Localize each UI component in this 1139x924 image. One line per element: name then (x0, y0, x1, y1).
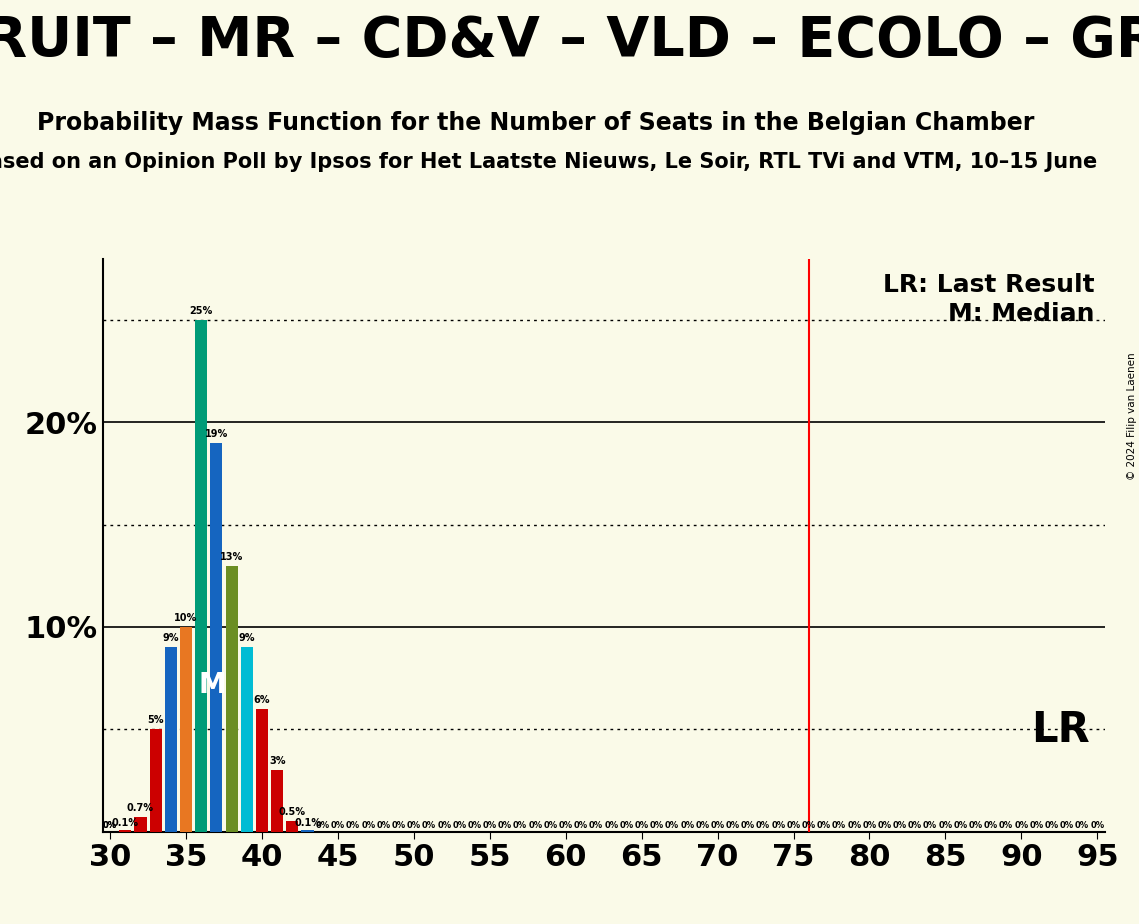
Text: 25%: 25% (189, 306, 213, 316)
Bar (195, 320, 207, 832)
Text: 0%: 0% (1059, 821, 1074, 830)
Text: 0%: 0% (634, 821, 649, 830)
Text: 0%: 0% (999, 821, 1014, 830)
Bar (211, 443, 222, 832)
Text: 9%: 9% (163, 633, 179, 643)
Text: M: Median: M: Median (949, 301, 1095, 325)
Text: 0%: 0% (877, 821, 892, 830)
Text: 3%: 3% (269, 756, 286, 766)
Text: 0%: 0% (589, 821, 604, 830)
Text: 0.1%: 0.1% (294, 818, 321, 828)
Text: LR: Last Result: LR: Last Result (883, 274, 1095, 297)
Text: 0%: 0% (1090, 821, 1105, 830)
Text: 0%: 0% (604, 821, 618, 830)
Text: 0%: 0% (953, 821, 968, 830)
Text: 0%: 0% (392, 821, 405, 830)
Text: 0%: 0% (467, 821, 482, 830)
Text: 0%: 0% (103, 821, 117, 830)
Text: 0%: 0% (316, 821, 330, 830)
Text: 0%: 0% (649, 821, 664, 830)
Text: 0%: 0% (361, 821, 376, 830)
Text: 0%: 0% (1044, 821, 1059, 830)
Bar (165, 648, 177, 832)
Bar (240, 648, 253, 832)
Text: 0%: 0% (786, 821, 801, 830)
Text: 5%: 5% (147, 715, 164, 725)
Text: 0%: 0% (1030, 821, 1043, 830)
Text: 0%: 0% (908, 821, 923, 830)
Bar (134, 817, 147, 832)
Text: 0.1%: 0.1% (112, 818, 139, 828)
Text: 0.7%: 0.7% (126, 803, 154, 813)
Text: 0%: 0% (574, 821, 588, 830)
Text: 0%: 0% (740, 821, 755, 830)
Text: 0%: 0% (893, 821, 907, 830)
Text: 0%: 0% (528, 821, 542, 830)
Bar (120, 830, 131, 832)
Text: 0%: 0% (711, 821, 724, 830)
Text: 0%: 0% (483, 821, 497, 830)
Text: 0%: 0% (620, 821, 633, 830)
Text: 13%: 13% (220, 552, 244, 562)
Text: 0%: 0% (665, 821, 679, 830)
Text: 0%: 0% (376, 821, 391, 830)
Text: 0%: 0% (862, 821, 877, 830)
Text: 0%: 0% (771, 821, 786, 830)
Bar (180, 627, 192, 832)
Text: 0%: 0% (968, 821, 983, 830)
Text: 9%: 9% (238, 633, 255, 643)
Text: 0%: 0% (330, 821, 345, 830)
Text: © 2024 Filip van Laenen: © 2024 Filip van Laenen (1126, 352, 1137, 480)
Bar (271, 771, 284, 832)
Text: 0%: 0% (817, 821, 831, 830)
Text: 6%: 6% (254, 695, 270, 705)
Text: LR: LR (1031, 710, 1090, 751)
Text: 0%: 0% (756, 821, 770, 830)
Bar (256, 709, 268, 832)
Text: 0%: 0% (103, 821, 117, 830)
Text: 0%: 0% (726, 821, 740, 830)
Text: 0%: 0% (847, 821, 861, 830)
Text: 0.5%: 0.5% (279, 808, 306, 817)
Text: 0%: 0% (543, 821, 558, 830)
Bar (226, 565, 238, 832)
Text: 0%: 0% (802, 821, 816, 830)
Bar (286, 821, 298, 832)
Bar (302, 830, 313, 832)
Text: 0%: 0% (923, 821, 937, 830)
Text: 0%: 0% (346, 821, 360, 830)
Text: 0%: 0% (558, 821, 573, 830)
Text: 0%: 0% (452, 821, 467, 830)
Text: M: M (198, 672, 226, 699)
Text: 0%: 0% (407, 821, 421, 830)
Text: 0%: 0% (513, 821, 527, 830)
Text: 0%: 0% (939, 821, 952, 830)
Text: 0%: 0% (437, 821, 451, 830)
Text: 0%: 0% (984, 821, 998, 830)
Text: 0%: 0% (498, 821, 513, 830)
Bar (149, 729, 162, 832)
Text: 0%: 0% (1014, 821, 1029, 830)
Text: – VOORUIT – MR – CD&V – VLD – ECOLO – GROEN –: – VOORUIT – MR – CD&V – VLD – ECOLO – GR… (0, 14, 1139, 67)
Text: 0%: 0% (421, 821, 436, 830)
Text: Based on an Opinion Poll by Ipsos for Het Laatste Nieuws, Le Soir, RTL TVi and V: Based on an Opinion Poll by Ipsos for He… (0, 152, 1098, 173)
Text: 10%: 10% (174, 613, 198, 623)
Text: 0%: 0% (831, 821, 846, 830)
Text: 0%: 0% (695, 821, 710, 830)
Text: 19%: 19% (205, 429, 228, 439)
Text: 0%: 0% (680, 821, 695, 830)
Text: Probability Mass Function for the Number of Seats in the Belgian Chamber: Probability Mass Function for the Number… (36, 111, 1034, 135)
Text: 0%: 0% (1075, 821, 1089, 830)
